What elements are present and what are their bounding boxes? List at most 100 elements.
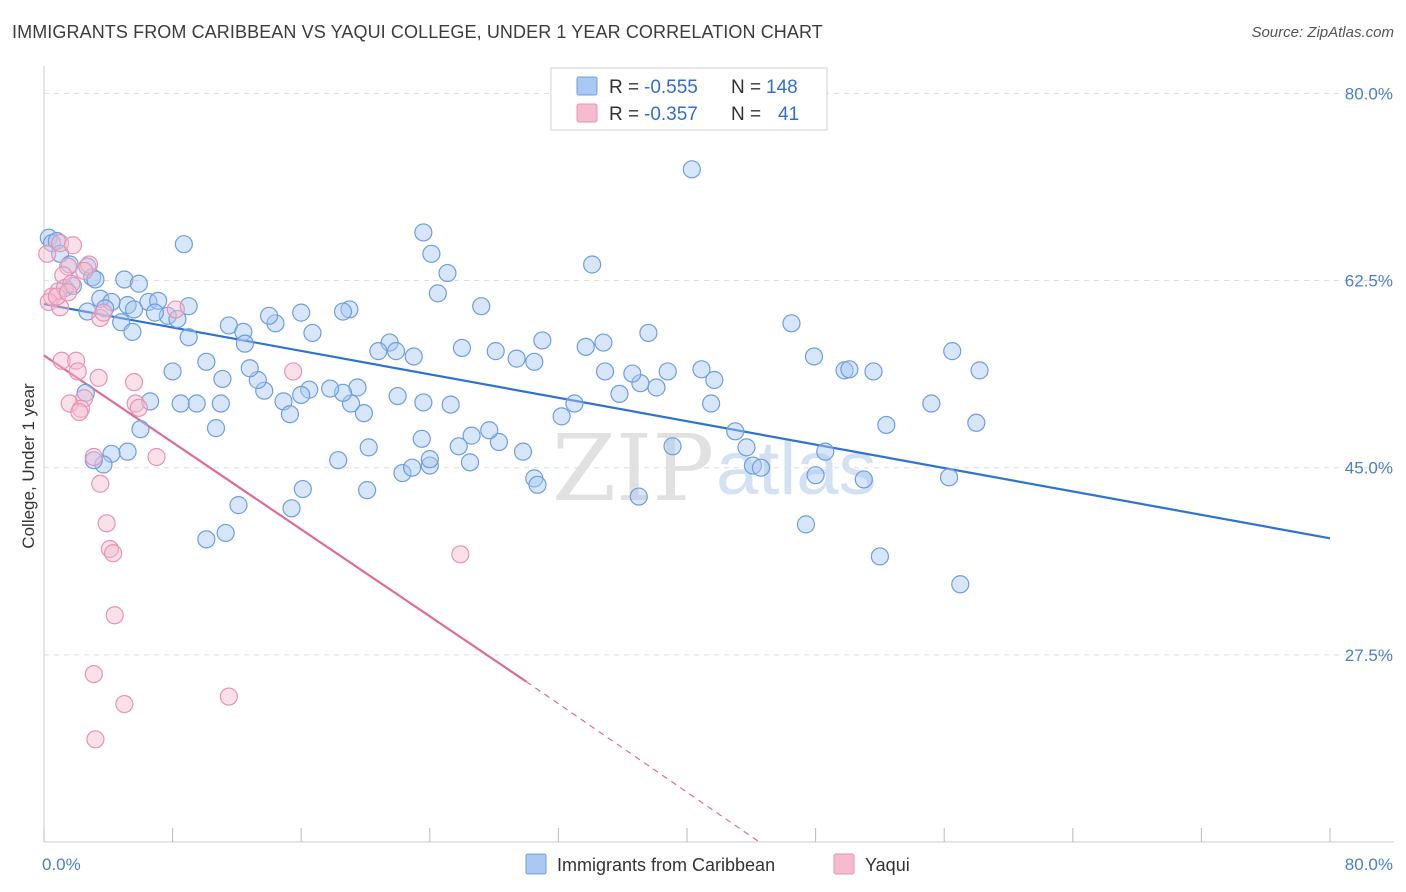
caribbean-point-46 <box>452 338 472 358</box>
caribbean-point-32 <box>259 306 279 325</box>
caribbean-point-78 <box>943 342 962 361</box>
watermark: ZIP atlas <box>552 415 877 522</box>
caribbean-point-84 <box>751 458 771 477</box>
caribbean-point-83 <box>951 575 970 594</box>
yaqui-point-31 <box>91 474 110 493</box>
caribbean-point-38 <box>369 342 388 361</box>
caribbean-point-73 <box>806 466 825 485</box>
caribbean-point-95 <box>462 426 481 445</box>
caribbean-point-55 <box>682 160 701 179</box>
caribbean-point-133 <box>359 438 378 457</box>
caribbean-point-34 <box>303 323 322 343</box>
caribbean-point-81 <box>854 470 873 489</box>
caribbean-point-48 <box>507 349 526 368</box>
y-tick-label-2: 62.5% <box>1345 272 1393 291</box>
caribbean-point-33 <box>235 334 255 353</box>
axes <box>43 66 1394 843</box>
legend-r-label-2: R = <box>609 104 639 125</box>
caribbean-point-44 <box>428 284 447 303</box>
yaqui-point-12 <box>47 287 66 306</box>
caribbean-point-57 <box>658 362 677 381</box>
caribbean-point-53 <box>594 333 613 352</box>
yaqui-point-35 <box>451 545 470 564</box>
caribbean-point-68 <box>782 314 801 333</box>
caribbean-point-94 <box>480 421 499 440</box>
caribbean-point-122 <box>118 442 137 461</box>
caribbean-point-120 <box>140 392 160 411</box>
caribbean-point-135 <box>293 479 312 499</box>
yaqui-point-14 <box>91 308 110 328</box>
caribbean-point-26 <box>174 235 193 254</box>
series-legend: Immigrants from Caribbean Yaqui <box>525 853 910 875</box>
caribbean-point-25 <box>123 322 142 341</box>
trend-line-yaqui-extension <box>525 681 760 843</box>
trend-lines <box>43 302 1331 843</box>
caribbean-point-139 <box>197 530 216 549</box>
caribbean-point-88 <box>565 394 584 413</box>
caribbean-point-103 <box>388 386 407 406</box>
caribbean-point-36 <box>333 302 353 321</box>
yaqui-point-37 <box>84 664 103 684</box>
yaqui-point-17 <box>52 351 71 370</box>
caribbean-point-74 <box>796 515 816 534</box>
yaqui-point-32 <box>97 514 116 533</box>
caribbean-point-127 <box>187 394 206 413</box>
caribbean-point-31 <box>292 303 311 322</box>
yaqui-point-22 <box>284 362 303 381</box>
caribbean-point-97 <box>420 456 439 475</box>
caribbean-point-65 <box>737 438 756 457</box>
yaqui-point-5 <box>75 261 94 281</box>
caribbean-point-116 <box>240 359 259 378</box>
bottom-legend-swatch-caribbean <box>525 853 547 875</box>
caribbean-point-75 <box>877 415 896 435</box>
caribbean-point-124 <box>94 455 113 474</box>
y-tick-label-0: 27.5% <box>1345 646 1393 665</box>
y-tick-label-3: 80.0% <box>1345 84 1393 103</box>
caribbean-point-117 <box>213 369 232 389</box>
caribbean-point-21 <box>145 303 165 322</box>
yaqui-point-27 <box>129 398 148 417</box>
grid-lines <box>44 92 1394 656</box>
yaqui-point-13 <box>59 283 78 302</box>
yaqui-point-36 <box>105 606 124 625</box>
caribbean-point-64 <box>726 422 745 441</box>
caribbean-point-102 <box>414 393 433 412</box>
yaqui-point-29 <box>84 447 103 467</box>
legend-r-value-2: -0.357 <box>644 104 698 125</box>
legend-n-value-1: 148 <box>766 77 798 98</box>
watermark-zip: ZIP <box>552 415 714 522</box>
caribbean-point-16 <box>139 292 158 312</box>
yaqui-point-38 <box>115 694 134 714</box>
correlation-legend: R = -0.555 N = 148 R = -0.357 N = 41 <box>550 67 828 131</box>
caribbean-point-89 <box>552 407 571 426</box>
trend-line-yaqui <box>43 354 527 683</box>
x-tick-label-min: 0.0% <box>42 855 81 874</box>
caribbean-point-30 <box>266 314 285 333</box>
caribbean-point-119 <box>163 362 182 381</box>
caribbean-point-91 <box>513 442 533 461</box>
caribbean-point-22 <box>124 300 144 319</box>
caribbean-point-62 <box>692 360 711 379</box>
caribbean-point-121 <box>131 420 150 439</box>
legend-r-value-1: -0.555 <box>644 77 698 98</box>
caribbean-point-99 <box>420 450 439 469</box>
series-caribbean-points <box>39 160 989 594</box>
legend-swatch-caribbean <box>576 76 598 96</box>
caribbean-point-86 <box>702 394 721 413</box>
yaqui-point-0 <box>38 244 57 263</box>
caribbean-point-126 <box>211 394 230 413</box>
caribbean-point-105 <box>354 404 373 423</box>
caribbean-point-101 <box>393 463 412 483</box>
bottom-legend-swatch-yaqui <box>833 853 855 875</box>
caribbean-point-134 <box>329 451 348 470</box>
caribbean-point-43 <box>438 263 457 283</box>
yaqui-point-20 <box>89 368 108 387</box>
caribbean-point-137 <box>229 496 248 515</box>
legend-n-label-1: N = <box>731 77 761 98</box>
caribbean-point-104 <box>358 481 377 500</box>
caribbean-point-113 <box>280 405 300 424</box>
caribbean-point-79 <box>970 361 989 380</box>
caribbean-point-82 <box>870 547 890 566</box>
caribbean-point-41 <box>414 223 433 242</box>
caribbean-point-118 <box>197 352 216 371</box>
